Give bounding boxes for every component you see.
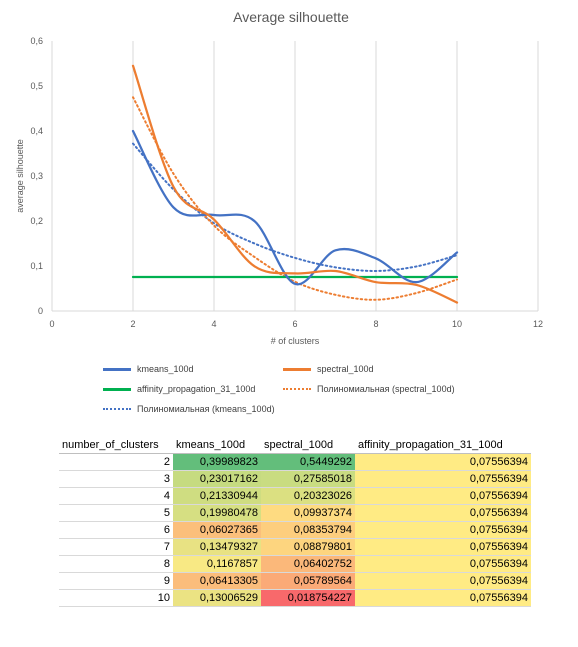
cell-affinity: 0,07556394 <box>355 521 531 539</box>
x-tick-label: 6 <box>292 319 297 329</box>
table-body: 2 0,39989823 0,5449292 0,07556394 3 0,2301716… <box>59 453 531 607</box>
cell-spectral: 0,5449292 <box>261 453 355 471</box>
legend-label-kmeans: kmeans_100d <box>137 364 194 374</box>
series-line-3 <box>132 96 458 301</box>
x-tick-labels: 0 2 4 6 8 10 12 <box>49 319 543 329</box>
chart-title: Average silhouette <box>233 9 349 25</box>
cell-kmeans: 0,06413305 <box>173 572 261 590</box>
cell-spectral: 0,27585018 <box>261 470 355 488</box>
cell-spectral: 0,20323026 <box>261 487 355 505</box>
cell-number-of-clusters: 7 <box>59 538 173 556</box>
cell-number-of-clusters: 5 <box>59 504 173 522</box>
table-row: 9 0,06413305 0,05789564 0,07556394 <box>59 572 531 590</box>
legend-swatch-poly-spectral <box>283 388 311 390</box>
y-tick-label: 0,1 <box>30 261 43 271</box>
cell-spectral: 0,09937374 <box>261 504 355 522</box>
cell-spectral: 0,08353794 <box>261 521 355 539</box>
legend-swatch-kmeans <box>103 367 131 371</box>
cell-kmeans: 0,23017162 <box>173 470 261 488</box>
cell-spectral: 0,018754227 <box>261 589 355 607</box>
legend-label-spectral: spectral_100d <box>317 364 374 374</box>
cell-number-of-clusters: 10 <box>59 589 173 607</box>
header-kmeans: kmeans_100d <box>173 437 261 454</box>
cell-spectral: 0,05789564 <box>261 572 355 590</box>
cell-kmeans: 0,1167857 <box>173 555 261 573</box>
cell-affinity: 0,07556394 <box>355 487 531 505</box>
x-tick-label: 2 <box>130 319 135 329</box>
legend-label-affinity: affinity_propagation_31_100d <box>137 384 256 394</box>
legend-item-poly-spectral: Полиномиальная (spectral_100d) <box>283 384 455 394</box>
cell-number-of-clusters: 6 <box>59 521 173 539</box>
cell-number-of-clusters: 4 <box>59 487 173 505</box>
table-row: 6 0,06027365 0,08353794 0,07556394 <box>59 521 531 539</box>
table-row: 7 0,13479327 0,08879801 0,07556394 <box>59 538 531 556</box>
cell-affinity: 0,07556394 <box>355 555 531 573</box>
cell-kmeans: 0,21330944 <box>173 487 261 505</box>
y-tick-label: 0,4 <box>30 126 43 136</box>
cell-affinity: 0,07556394 <box>355 538 531 556</box>
table-row: 5 0,19980478 0,09937374 0,07556394 <box>59 504 531 522</box>
header-spectral: spectral_100d <box>261 437 355 454</box>
data-table: number_of_clusters kmeans_100d spectral_… <box>59 437 531 607</box>
vertical-gridlines <box>51 41 539 311</box>
x-tick-label: 8 <box>373 319 378 329</box>
x-tick-label: 4 <box>211 319 216 329</box>
legend-item-kmeans: kmeans_100d <box>103 364 194 374</box>
cell-number-of-clusters: 3 <box>59 470 173 488</box>
cell-affinity: 0,07556394 <box>355 470 531 488</box>
cell-kmeans: 0,13006529 <box>173 589 261 607</box>
cell-number-of-clusters: 2 <box>59 453 173 471</box>
table-header-row: number_of_clusters kmeans_100d spectral_… <box>59 437 531 454</box>
legend-item-spectral: spectral_100d <box>283 364 374 374</box>
table-row: 10 0,13006529 0,018754227 0,07556394 <box>59 589 531 607</box>
table-row: 4 0,21330944 0,20323026 0,07556394 <box>59 487 531 505</box>
cell-kmeans: 0,13479327 <box>173 538 261 556</box>
legend-item-affinity: affinity_propagation_31_100d <box>103 384 255 394</box>
cell-affinity: 0,07556394 <box>355 453 531 471</box>
cell-kmeans: 0,19980478 <box>173 504 261 522</box>
line-chart: Average silhouette 0 0,1 0,2 0,3 0,4 0,5 0,6 0… <box>15 9 543 346</box>
cell-affinity: 0,07556394 <box>355 589 531 607</box>
cell-kmeans: 0,06027365 <box>173 521 261 539</box>
cell-spectral: 0,06402752 <box>261 555 355 573</box>
series-layer <box>131 64 459 304</box>
cell-kmeans: 0,39989823 <box>173 453 261 471</box>
table-row: 8 0,1167857 0,06402752 0,07556394 <box>59 555 531 573</box>
series-line-4 <box>132 142 458 272</box>
x-tick-label: 12 <box>533 319 543 329</box>
y-tick-label: 0,2 <box>30 216 43 226</box>
header-number-of-clusters: number_of_clusters <box>59 437 173 454</box>
legend-label-poly-spectral: Полиномиальная (spectral_100d) <box>317 384 455 394</box>
x-tick-label: 0 <box>49 319 54 329</box>
y-tick-label: 0,6 <box>30 36 43 46</box>
header-affinity: affinity_propagation_31_100d <box>355 437 531 454</box>
y-tick-label: 0 <box>38 306 43 316</box>
cell-number-of-clusters: 9 <box>59 572 173 590</box>
x-tick-label: 10 <box>452 319 462 329</box>
y-axis-label: average silhouette <box>15 139 25 213</box>
legend-item-poly-kmeans: Полиномиальная (kmeans_100d) <box>103 404 275 414</box>
cell-number-of-clusters: 8 <box>59 555 173 573</box>
table-row: 2 0,39989823 0,5449292 0,07556394 <box>59 453 531 471</box>
cell-affinity: 0,07556394 <box>355 504 531 522</box>
table-row: 3 0,23017162 0,27585018 0,07556394 <box>59 470 531 488</box>
x-axis-label: # of clusters <box>271 336 320 346</box>
legend-swatch-spectral <box>283 367 311 371</box>
cell-affinity: 0,07556394 <box>355 572 531 590</box>
cell-spectral: 0,08879801 <box>261 538 355 556</box>
series-line-1 <box>131 64 459 304</box>
y-tick-label: 0,5 <box>30 81 43 91</box>
y-tick-labels: 0 0,1 0,2 0,3 0,4 0,5 0,6 <box>30 36 43 316</box>
y-tick-label: 0,3 <box>30 171 43 181</box>
legend-swatch-poly-kmeans <box>103 408 131 410</box>
legend-label-poly-kmeans: Полиномиальная (kmeans_100d) <box>137 404 275 414</box>
legend-swatch-affinity <box>103 387 131 391</box>
series-line-0 <box>131 129 459 286</box>
